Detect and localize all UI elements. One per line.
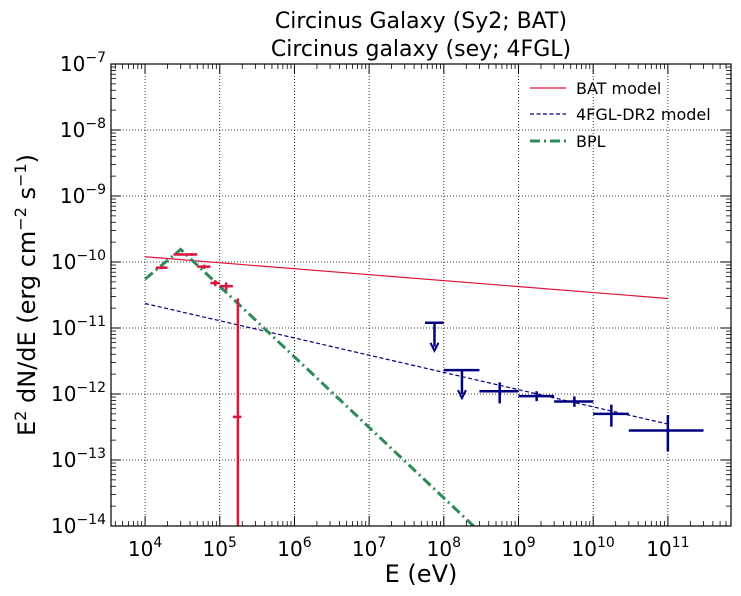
fermi-data-point: [554, 396, 594, 407]
bat-data-point: [155, 266, 168, 270]
bat-data-point: [219, 282, 233, 291]
model-line-0: [145, 256, 668, 300]
fermi-data-point: [628, 415, 704, 452]
x-tick-label: 105: [203, 535, 237, 561]
plot-frame: [110, 63, 732, 527]
fermi-upper-limit: [443, 368, 480, 401]
chart-title: Circinus Galaxy (Sy2; BAT): [275, 9, 567, 34]
grid: [111, 63, 731, 527]
legend-label-bat-model: BAT model: [576, 79, 661, 98]
model-line-1: [144, 302, 669, 425]
axis-ticks: 104 105 106 107 108 109 1010 1011 10−14 10−13 10−1…: [51, 50, 732, 561]
x-tick-label: 107: [352, 535, 386, 561]
model-line-2: [144, 247, 475, 526]
y-axis-label: E2 dN/dE (erg cm−2 s−1): [11, 154, 41, 436]
x-axis-label: E (eV): [385, 560, 458, 588]
fermi-ul-arrow: [429, 342, 440, 354]
x-tick-label: 109: [501, 535, 535, 561]
x-tick-label: 108: [427, 535, 461, 561]
legend-label-bpl: BPL: [576, 132, 606, 151]
plot-area: [144, 247, 704, 526]
y-tick-label: 10−9: [60, 182, 106, 208]
legend-label-4fgl-model: 4FGL-DR2 model: [576, 105, 711, 124]
chart-subtitle: Circinus galaxy (sey; 4FGL): [271, 37, 571, 62]
bat-data-point: [197, 264, 211, 269]
bat-data-point: [210, 280, 220, 287]
x-tick-label: 106: [277, 535, 311, 561]
x-tick-label: 1010: [572, 535, 615, 561]
fermi-ul-arrow: [457, 389, 467, 401]
y-tick-label: 10−7: [60, 50, 106, 76]
y-tick-label: 10−14: [51, 512, 106, 538]
bat-data-point: [173, 253, 186, 256]
bat-data-point: [232, 298, 242, 526]
legend: BAT model 4FGL-DR2 model BPL: [530, 79, 711, 151]
fermi-data-point: [593, 404, 629, 427]
y-tick-label: 10−13: [51, 446, 106, 472]
x-tick-label: 1011: [646, 535, 689, 561]
y-tick-label: 10−8: [60, 116, 106, 142]
fermi-data-point: [518, 391, 555, 402]
y-tick-label: 10−10: [51, 248, 106, 274]
y-tick-label: 10−11: [51, 314, 106, 340]
fermi-data-point: [479, 382, 519, 404]
x-tick-label: 104: [128, 535, 162, 561]
y-tick-label: 10−12: [51, 380, 106, 406]
fermi-upper-limit: [425, 321, 444, 354]
bat-data-point: [185, 252, 198, 256]
